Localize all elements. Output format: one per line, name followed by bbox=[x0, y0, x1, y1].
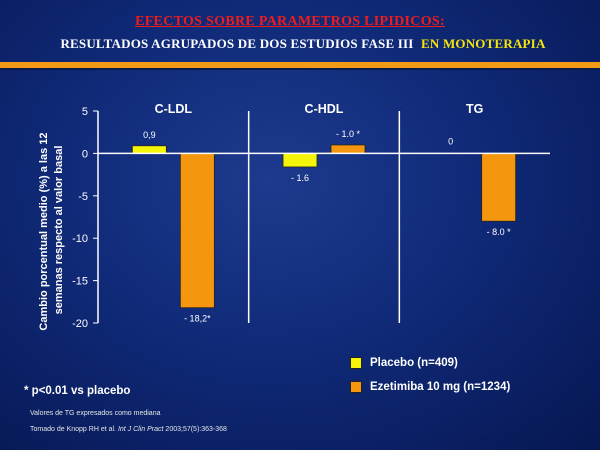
significance-footnote: * p<0.01 vs placebo bbox=[24, 385, 131, 397]
y-tick-label: -5 bbox=[78, 191, 88, 203]
slide-subtitle: RESULTADOS AGRUPADOS DE DOS ESTUDIOS FAS… bbox=[8, 36, 598, 52]
bar-0-1 bbox=[282, 152, 318, 168]
data-label: - 18,2* bbox=[184, 314, 211, 324]
data-label: 0,9 bbox=[143, 130, 156, 140]
category-label: TG bbox=[466, 102, 483, 116]
note-tg-median: Valores de TG expresados como mediana bbox=[30, 410, 161, 417]
header-rule-shadow bbox=[0, 68, 600, 70]
legend-swatch-placebo bbox=[350, 357, 362, 369]
category-label: C-LDL bbox=[155, 102, 193, 116]
ref-citation: 2003;57(5):363-368 bbox=[165, 426, 227, 433]
y-axis-label-line-2: semanas respecto al valor basal bbox=[53, 146, 65, 315]
note-reference: Tomado de Knopp RH et al. Int J Clin Pra… bbox=[30, 426, 227, 433]
ref-journal: Int J Clin Pract bbox=[117, 426, 164, 433]
slide-title: EFECTOS SOBRE PARAMETROS LIPIDICOS: bbox=[135, 14, 445, 29]
y-axis-label: Cambio porcentual medio (%) a las 12 sem… bbox=[38, 129, 65, 330]
y-tick-label: -20 bbox=[72, 318, 88, 330]
y-axis-label-line-1: Cambio porcentual medio (%) a las 12 bbox=[38, 133, 50, 331]
bar-1-1 bbox=[330, 144, 366, 154]
legend-item-placebo: Placebo (n=409) bbox=[350, 354, 510, 372]
category-label: C-HDL bbox=[305, 102, 344, 116]
y-tick-label: 5 bbox=[82, 106, 88, 118]
data-label: - 8.0 * bbox=[487, 227, 512, 237]
header-rule bbox=[0, 62, 600, 68]
bar-1-2 bbox=[481, 152, 517, 222]
ref-authors: Tomado de Knopp RH et al. bbox=[30, 426, 116, 433]
data-label: - 1.6 bbox=[291, 173, 309, 183]
y-tick-label: -10 bbox=[72, 233, 88, 245]
bar-1-0 bbox=[179, 152, 215, 309]
legend-label-ezetimiba: Ezetimiba 10 mg (n=1234) bbox=[370, 381, 511, 393]
legend: Placebo (n=409) Ezetimiba 10 mg (n=1234) bbox=[350, 354, 510, 402]
y-tick-label: 0 bbox=[82, 148, 88, 160]
legend-swatch-ezetimiba bbox=[350, 381, 362, 393]
legend-item-ezetimiba: Ezetimiba 10 mg (n=1234) bbox=[350, 378, 510, 396]
y-tick-label: -15 bbox=[72, 276, 88, 288]
subtitle-main: RESULTADOS AGRUPADOS DE DOS ESTUDIOS FAS… bbox=[60, 36, 414, 51]
subtitle-highlight: EN MONOTERAPIA bbox=[421, 36, 546, 51]
data-label: - 1.0 * bbox=[336, 129, 361, 139]
data-label: 0 bbox=[448, 136, 453, 146]
bar-0-0 bbox=[131, 145, 167, 154]
legend-label-placebo: Placebo (n=409) bbox=[370, 357, 458, 369]
